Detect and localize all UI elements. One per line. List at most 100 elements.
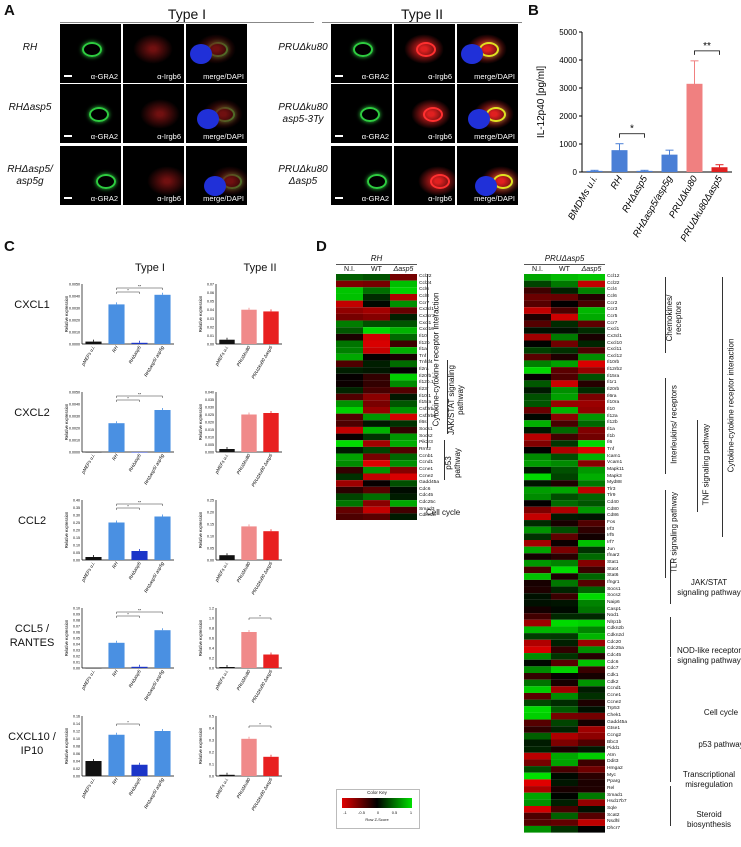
y-tick-label: 0.00: [73, 667, 80, 671]
gene-label-right-51: Nod1: [607, 613, 619, 619]
cell-6-2: [578, 313, 605, 321]
cell-25-0: [336, 440, 363, 447]
y-axis-label: Relative expression: [198, 295, 203, 332]
cell-66-0: [524, 712, 551, 720]
group-bracket-left-1: [447, 360, 448, 434]
cell-62-1: [551, 686, 578, 693]
gene-label-left-8: Cxcl10: [419, 327, 434, 333]
cell-72-1: [551, 752, 578, 760]
cell-33-2: [390, 493, 417, 501]
x-tick-label-0: BMDMs u.i.: [566, 174, 600, 222]
sig-bracket: [116, 287, 163, 290]
bar-2: [263, 654, 279, 668]
y-tick-label: 0.005: [205, 443, 214, 447]
y-tick-label: 2000: [559, 112, 577, 121]
micrograph-t2-r2-c1: α-Irgb6: [394, 146, 455, 205]
color-key-box: [336, 789, 420, 829]
gene-label-right-60: Cdk1: [607, 673, 619, 678]
cell-73-2: [578, 759, 605, 767]
cell-31-1: [551, 480, 578, 487]
sig-label: *: [259, 613, 261, 618]
color-key-tick-3: 0.5: [391, 810, 398, 815]
cell-30-1: [363, 473, 390, 481]
cell-20-1: [551, 407, 578, 414]
cell-20-0: [336, 407, 363, 414]
nucleus-blue: [197, 109, 219, 129]
cell-58-0: [524, 659, 551, 667]
cell-30-2: [390, 473, 417, 481]
cell-8-0: [524, 327, 551, 334]
cell-51-0: [524, 613, 551, 620]
x-tick-label-0: pMEFs u.i.: [80, 561, 96, 583]
y-axis-label: Relative expression: [64, 727, 69, 764]
y-tick-label: 0.5: [209, 715, 214, 719]
y-tick-label: 0.0010: [69, 439, 80, 443]
sig-bracket: [248, 725, 272, 728]
cell-8-2: [390, 327, 417, 334]
bar-4: [686, 83, 703, 172]
cell-31-2: [390, 480, 417, 487]
cell-27-2: [578, 453, 605, 461]
cell-62-2: [578, 686, 605, 693]
group-line-right-2: [670, 658, 671, 758]
gene-label-left-18: Il10.1: [419, 393, 431, 399]
x-tick-label-1: RH: [111, 668, 119, 677]
gene-label-left-12: Tnf: [419, 353, 427, 359]
micrograph-t1-r1-c0: α-GRA2: [60, 84, 121, 143]
x-tick-label-0: pMEFs u.i.: [214, 453, 230, 475]
cell-red: [140, 99, 180, 129]
x-tick-label-2: PRUΔku80 Δasp5: [251, 345, 274, 380]
y-tick-label: 0.00: [73, 775, 80, 779]
cell-9-1: [551, 333, 578, 341]
cell-82-1: [551, 819, 578, 826]
cell-5-0: [336, 307, 363, 314]
sig-bracket: [248, 617, 272, 620]
cell-83-0: [524, 825, 551, 833]
gene-label-right-48: Socs2: [607, 593, 621, 599]
y-tick-label: 0.40: [73, 499, 80, 503]
cell-14-2: [390, 367, 417, 374]
cell-50-0: [524, 606, 551, 614]
cell-32-0: [336, 486, 363, 494]
heatmap-left-grid: [336, 274, 417, 521]
cell-34-0: [336, 500, 363, 507]
gene-label-right-63: Ccne1: [607, 692, 622, 698]
cell-35-0: [524, 506, 551, 514]
cell-33-2: [578, 493, 605, 501]
cell-70-1: [551, 739, 578, 747]
y-axis-label: Relative expression: [198, 511, 203, 548]
cell-25-2: [390, 440, 417, 447]
cell-61-1: [551, 679, 578, 687]
cell-83-2: [578, 825, 605, 833]
cell-1-0: [336, 280, 363, 288]
gene-label-right-41: Jun: [607, 546, 615, 552]
cell-22-2: [578, 420, 605, 427]
x-tick-label-2: RHΔasp5: [128, 669, 142, 689]
y-tick-label: 0.10: [207, 535, 214, 539]
scale-bar: [64, 135, 72, 137]
micrograph-t2-r1-c0: α-GRA2: [331, 84, 392, 143]
vacuole-green: [353, 42, 373, 57]
cell-11-2: [578, 347, 605, 354]
sig-bracket: [116, 503, 163, 506]
cell-13-1: [363, 360, 390, 368]
bar-1: [108, 734, 125, 776]
y-tick-label: 0.05: [207, 547, 214, 551]
cell-42-2: [578, 553, 605, 560]
channel-label: α-GRA2: [90, 194, 118, 203]
group-label-left-3: Cell cycle: [426, 508, 461, 517]
cell-31-2: [578, 480, 605, 487]
cell-63-2: [578, 692, 605, 700]
micrograph-t2-r1-c2: merge/DAPI: [457, 84, 518, 143]
micrograph-t2-r2-c0: α-GRA2: [331, 146, 392, 205]
y-axis-label: Relative expression: [64, 619, 69, 656]
gene-label-right-71: Pidd1: [607, 746, 620, 752]
y-tick-label: 0.06: [73, 631, 80, 635]
cell-5-0: [524, 307, 551, 314]
y-tick-label: 0.020: [205, 421, 214, 425]
cell-4-2: [390, 300, 417, 308]
cell-51-1: [551, 613, 578, 620]
gene-label-left-26: Rrm2: [419, 446, 431, 452]
cell-23-1: [551, 426, 578, 434]
cell-76-2: [578, 779, 605, 787]
